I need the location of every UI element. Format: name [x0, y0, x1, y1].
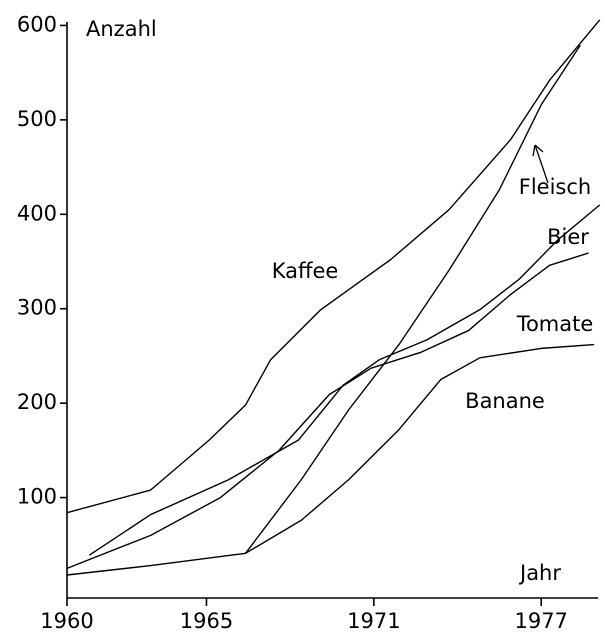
- line: [88, 204, 601, 556]
- y-tick-label: 500: [17, 107, 57, 131]
- series-label: Kaffee: [272, 259, 339, 283]
- line: [245, 343, 595, 554]
- series-label: Bier: [547, 225, 589, 249]
- series-label: Banane: [465, 389, 545, 413]
- series-label: Tomate: [516, 312, 594, 336]
- x-axis-label: Jahr: [518, 561, 561, 585]
- x-tick-label: 1977: [514, 609, 567, 633]
- x-tick-label: 1971: [347, 609, 400, 633]
- y-tick-label: 300: [17, 296, 57, 320]
- x-tick-label: 1960: [40, 609, 93, 633]
- y-tick-label: 400: [17, 201, 57, 225]
- y-tick-label: 200: [17, 390, 57, 414]
- y-tick-label: 100: [17, 485, 57, 509]
- line: [66, 19, 601, 514]
- line: [66, 252, 589, 570]
- y-axis-label: Anzahl: [86, 17, 157, 41]
- x-tick-label: 1965: [180, 609, 233, 633]
- arrow: [532, 144, 549, 184]
- y-tick-label: 600: [17, 12, 57, 36]
- series-label: Fleisch: [519, 175, 591, 199]
- line: [66, 44, 581, 576]
